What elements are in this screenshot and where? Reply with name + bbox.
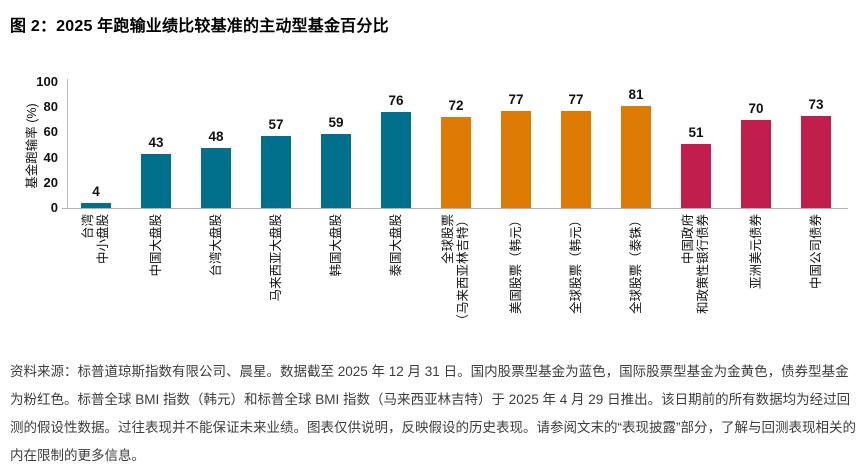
- bar-value-label: 81: [628, 86, 644, 102]
- bar-value-label: 70: [748, 100, 764, 116]
- bar-value-label: 76: [388, 93, 404, 109]
- bar-value-label: 73: [808, 97, 824, 113]
- x-label: 马来西亚大盘股: [268, 214, 283, 302]
- x-label: 中国政府 和政策性银行债券: [681, 214, 710, 315]
- bar: [621, 105, 651, 208]
- bar-slot: 4: [66, 82, 126, 208]
- x-label-cell: 中国大盘股: [126, 214, 186, 354]
- plot-area: 4 43 48 57 59 76 72 77 77 81 51 70 73: [66, 82, 846, 208]
- bar-slot: 51: [666, 82, 726, 208]
- bar: [501, 110, 531, 208]
- x-label-cell: 美国股票（韩元）: [486, 214, 546, 354]
- y-tick-label: 40: [43, 149, 58, 165]
- y-tick-label: 0: [50, 200, 58, 215]
- y-tick-label: 60: [43, 124, 58, 140]
- bar-slot: 48: [186, 82, 246, 208]
- x-label-cell: 全球股票 （马来西亚林吉特）: [426, 214, 486, 354]
- y-tick-label: 100: [36, 74, 58, 89]
- x-label-cell: 泰国大盘股: [366, 214, 426, 354]
- y-tick-label: 80: [43, 99, 58, 115]
- bar-value-label: 4: [92, 183, 100, 199]
- bar-value-label: 48: [208, 128, 224, 144]
- bar-chart: 基金跑输率 (%) 0 20 40 60 80 100 4 43 48 57 59 76 72 77 77…: [24, 74, 848, 354]
- figure-title: 图 2：2025 年跑输业绩比较基准的主动型基金百分比: [10, 18, 389, 35]
- bar-slot: 70: [726, 82, 786, 208]
- bar-slot: 77: [546, 82, 606, 208]
- y-tick-label: 20: [43, 174, 58, 190]
- bar-slot: 43: [126, 82, 186, 208]
- bar-value-label: 43: [148, 134, 164, 150]
- x-label-cell: 台湾 中小盘股: [66, 214, 126, 354]
- y-axis-line: [67, 79, 68, 209]
- bar-value-label: 77: [508, 91, 524, 107]
- x-label: 亚洲美元债券: [748, 214, 763, 290]
- x-label-cell: 韩国大盘股: [306, 214, 366, 354]
- x-label: 全球股票（韩元）: [568, 214, 583, 315]
- bar-slot: 73: [786, 82, 846, 208]
- x-label-cell: 马来西亚大盘股: [246, 214, 306, 354]
- bar: [441, 117, 471, 208]
- bar-slot: 81: [606, 82, 666, 208]
- y-axis-tick-labels: 0 20 40 60 80 100: [24, 74, 58, 215]
- x-label: 台湾 中小盘股: [81, 214, 110, 265]
- bar-value-label: 51: [688, 124, 704, 140]
- x-label: 台湾大盘股: [208, 214, 223, 277]
- x-label: 美国股票（韩元）: [508, 214, 523, 315]
- x-label-cell: 全球股票（韩元）: [546, 214, 606, 354]
- bar-value-label: 57: [268, 117, 284, 133]
- x-label-cell: 全球股票（泰铢）: [606, 214, 666, 354]
- bar: [141, 153, 171, 208]
- bar-value-label: 77: [568, 91, 584, 107]
- bar-value-label: 72: [448, 98, 464, 114]
- bar: [801, 116, 831, 208]
- bar: [81, 202, 111, 208]
- x-label: 全球股票（泰铢）: [628, 214, 643, 315]
- x-label: 泰国大盘股: [388, 214, 403, 277]
- x-label: 韩国大盘股: [328, 214, 343, 277]
- bar: [381, 112, 411, 208]
- bar: [261, 136, 291, 208]
- bar-slot: 77: [486, 82, 546, 208]
- source-note: 资料来源：标普道琼斯指数有限公司、晨星。数据截至 2025 年 12 月 31 …: [10, 364, 856, 463]
- bar-value-label: 59: [328, 114, 344, 130]
- bar-slot: 59: [306, 82, 366, 208]
- bar-slot: 72: [426, 82, 486, 208]
- bar: [561, 110, 591, 208]
- bar-slot: 57: [246, 82, 306, 208]
- bar: [321, 133, 351, 208]
- x-label-cell: 亚洲美元债券: [726, 214, 786, 354]
- x-axis-labels: 台湾 中小盘股 中国大盘股 台湾大盘股 马来西亚大盘股 韩国大盘股 泰国大盘股 全球股票 （马来…: [66, 214, 846, 354]
- x-label: 中国大盘股: [148, 214, 163, 277]
- x-label-cell: 台湾大盘股: [186, 214, 246, 354]
- x-label-cell: 中国政府 和政策性银行债券: [666, 214, 726, 354]
- x-axis-line: [62, 208, 848, 209]
- x-label-cell: 中国公司债券: [786, 214, 846, 354]
- bar-slot: 76: [366, 82, 426, 208]
- x-label: 中国公司债券: [808, 214, 823, 290]
- bar: [201, 147, 231, 208]
- bar: [681, 143, 711, 208]
- x-label: 全球股票 （马来西亚林吉特）: [441, 214, 470, 327]
- bar: [741, 119, 771, 208]
